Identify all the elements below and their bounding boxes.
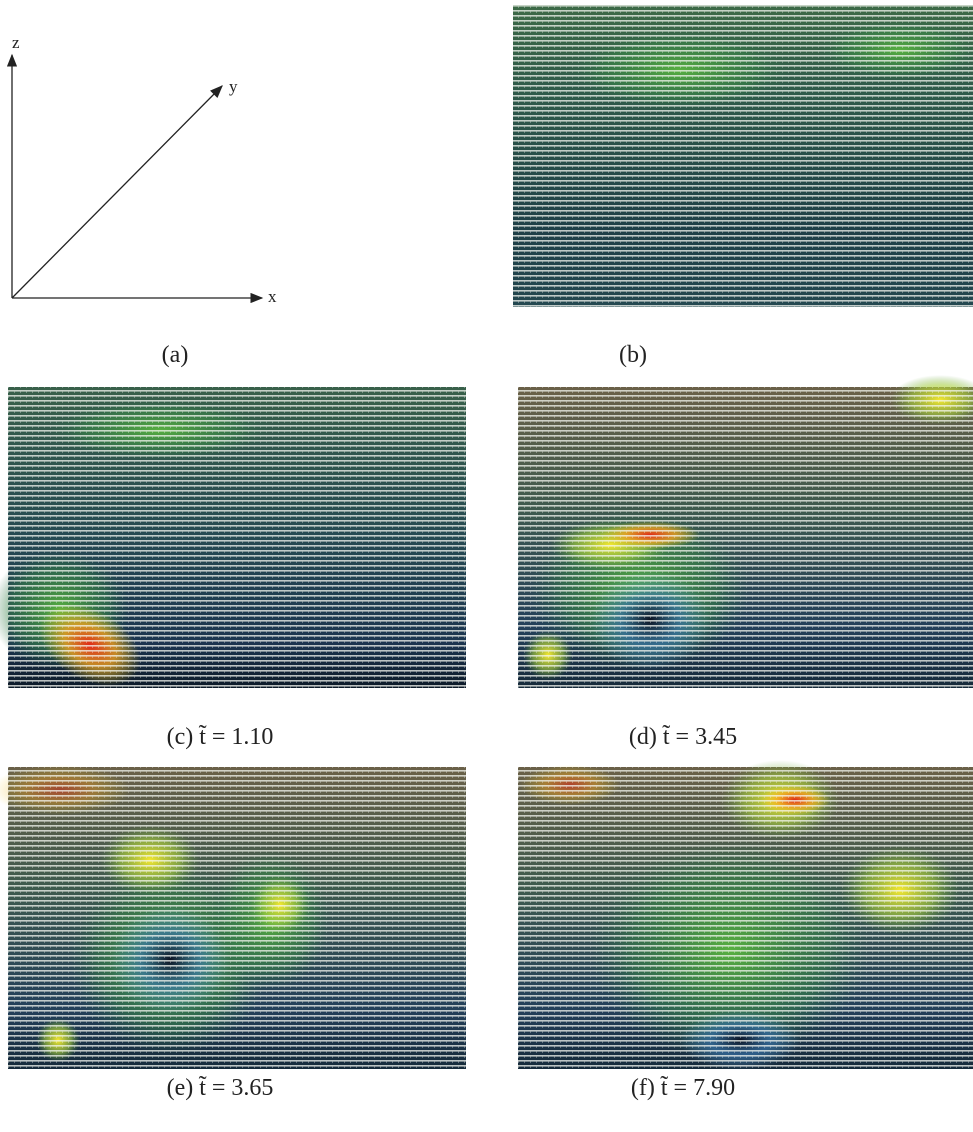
flow-panel xyxy=(518,760,973,1070)
axis-label: z xyxy=(12,33,20,52)
axes-diagram: z y x xyxy=(12,33,277,306)
caption: (d) t̃ = 3.45 xyxy=(629,724,737,750)
flow-panel xyxy=(0,387,466,703)
page: z y x xyxy=(0,0,973,1132)
caption: (b) xyxy=(619,342,647,368)
caption: (f) t̃ = 7.90 xyxy=(631,1075,735,1101)
flow-panel xyxy=(0,765,466,1069)
flow-panel xyxy=(513,5,973,307)
axis-label: x xyxy=(268,287,277,306)
axis-label: y xyxy=(229,77,238,96)
caption: (a) xyxy=(162,342,189,368)
flow-panel xyxy=(518,375,973,688)
figure: z y x xyxy=(0,0,973,1132)
caption: (e) t̃ = 3.65 xyxy=(167,1075,274,1101)
caption: (c) t̃ = 1.10 xyxy=(167,724,274,750)
